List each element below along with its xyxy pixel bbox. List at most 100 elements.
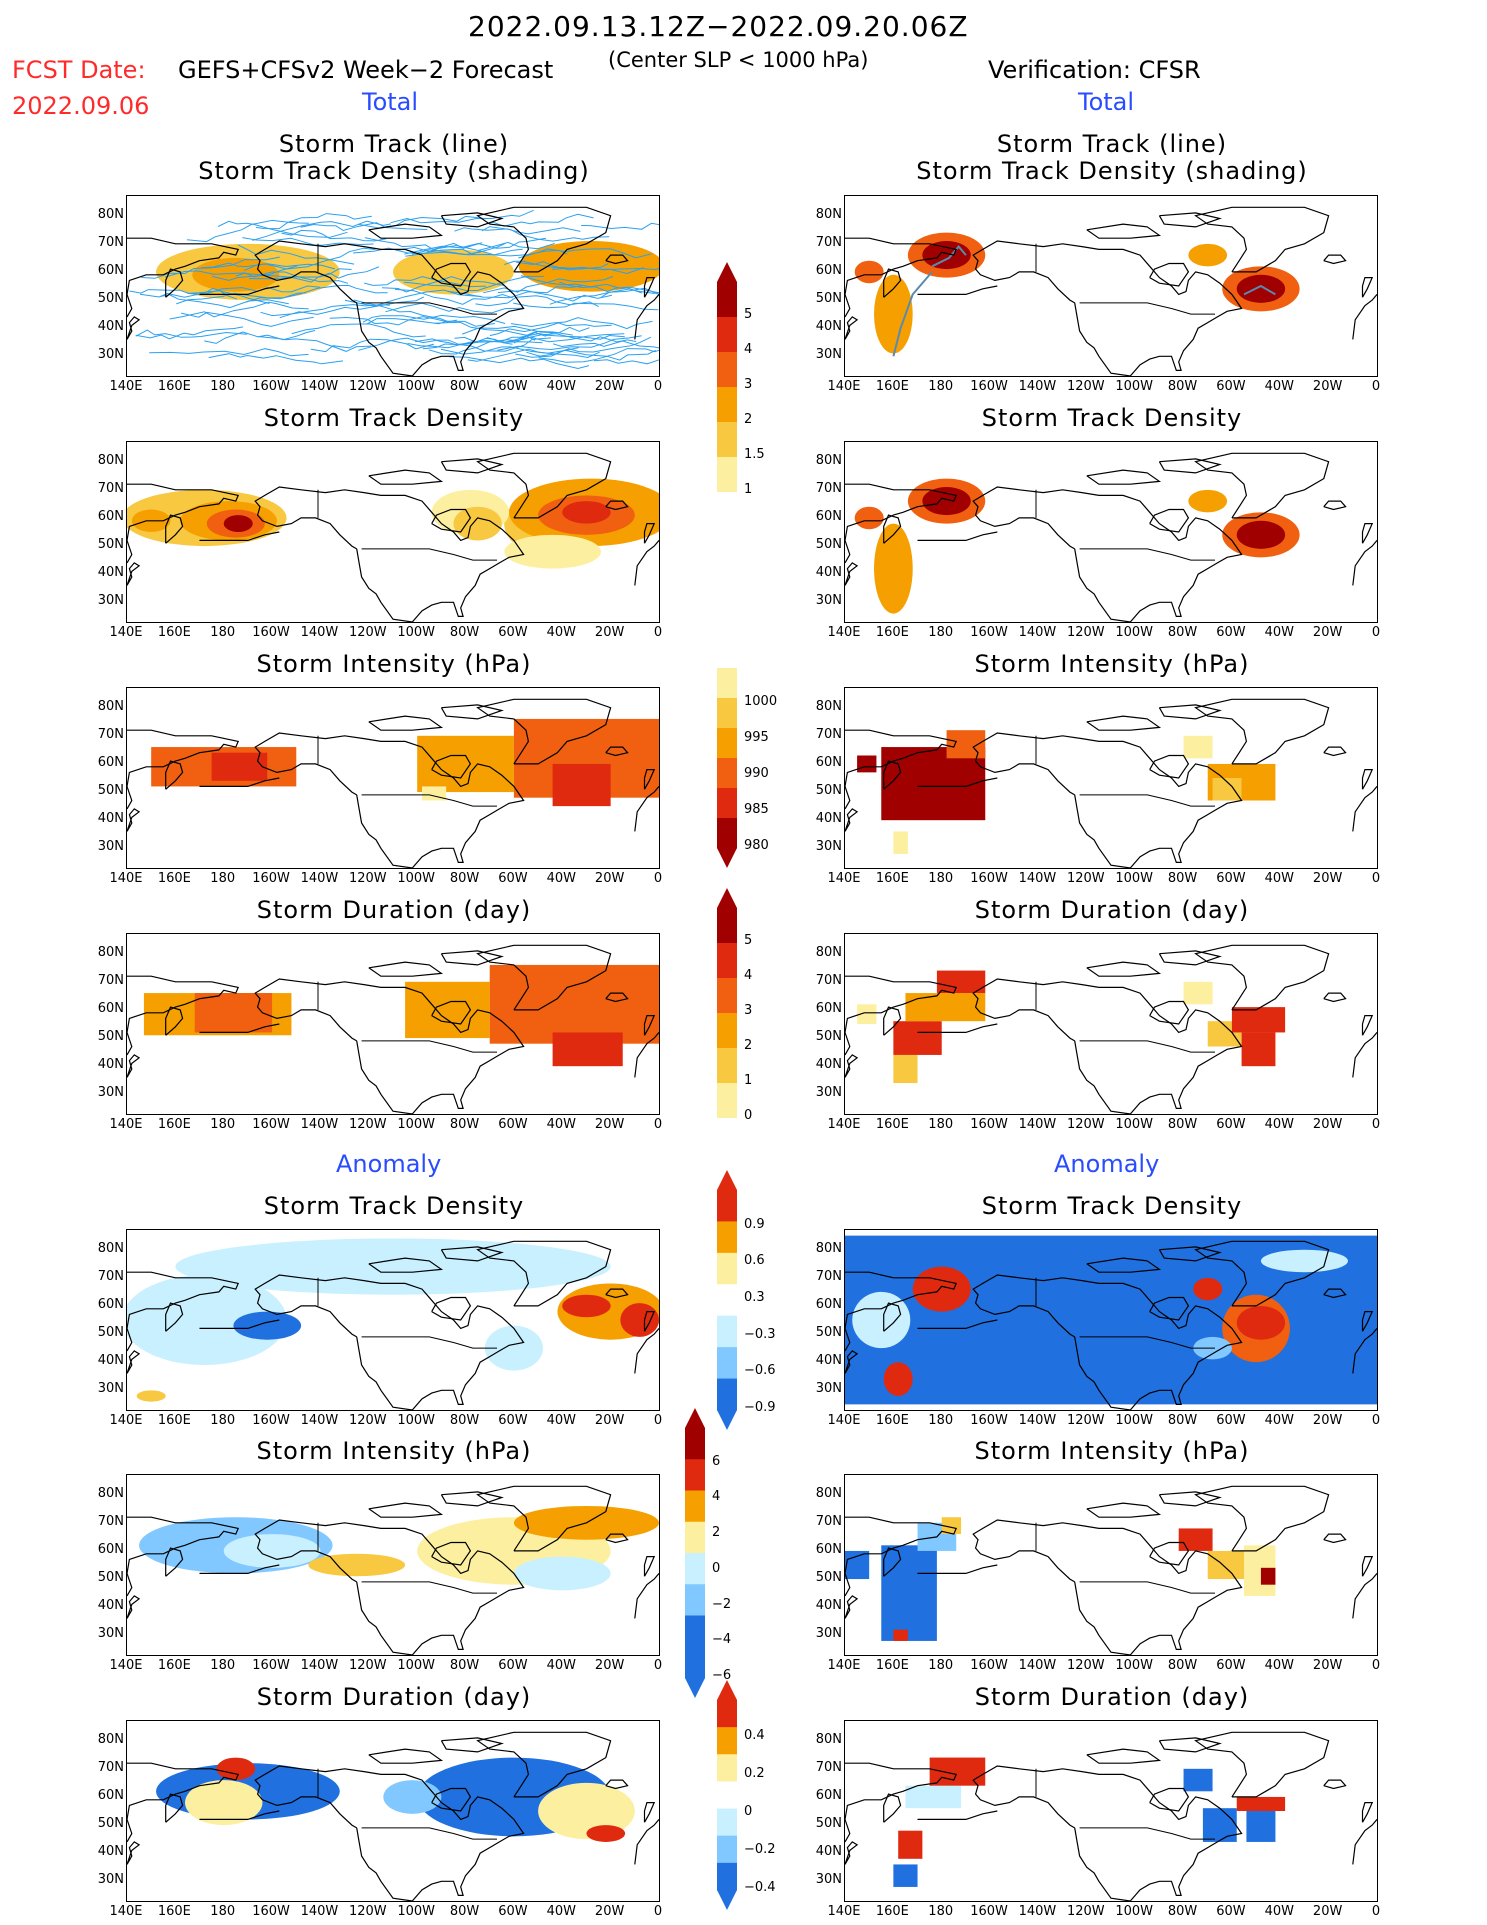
slp-note: (Center SLP < 1000 hPa)	[608, 48, 869, 72]
lon-label: 60W	[1216, 379, 1246, 394]
lat-label: 30N	[815, 593, 842, 609]
lon-label: 100W	[1115, 1117, 1153, 1132]
lon-label: 100W	[397, 1413, 435, 1428]
colorbar-arrow	[717, 1118, 737, 1138]
lat-label: 50N	[815, 537, 842, 553]
colorbar-segment	[685, 1521, 705, 1554]
lat-label: 60N	[815, 1541, 842, 1557]
shade-cell	[1246, 1811, 1276, 1842]
colorbar-segment	[717, 1252, 737, 1285]
lon-label: 140W	[300, 1117, 339, 1132]
lon-label: 40W	[1264, 1904, 1294, 1919]
coastline	[127, 483, 240, 564]
colorbar-label: −0.2	[744, 1842, 776, 1857]
coastline	[254, 1519, 525, 1655]
lon-label: 60W	[498, 379, 528, 394]
colorbar-segment	[717, 1347, 737, 1380]
coastline	[1352, 1328, 1377, 1374]
lon-label: 80W	[1167, 625, 1198, 640]
lat-label: 30N	[97, 1085, 124, 1101]
colorbar-label: 990	[744, 766, 769, 781]
border	[1079, 1827, 1215, 1840]
map-duration-forecast	[126, 933, 660, 1115]
shade-region	[233, 1311, 302, 1340]
storm-track	[242, 237, 374, 246]
lon-label: 80W	[1167, 1658, 1198, 1673]
coastline	[845, 1350, 859, 1374]
lon-label: 140E	[109, 1658, 143, 1673]
lon-label: 180	[210, 379, 236, 394]
map-intensity-forecast	[126, 687, 660, 869]
colorbar-segment	[717, 422, 737, 458]
coastline	[254, 240, 525, 376]
lat-label: 30N	[97, 593, 124, 609]
map-duration-verification	[844, 933, 1378, 1115]
lon-label: 120W	[348, 1904, 387, 1919]
colorbar-segment	[717, 943, 737, 979]
colorbar-segment	[717, 908, 737, 944]
lon-label: 40W	[546, 1904, 576, 1919]
lon-label: 40W	[546, 379, 576, 394]
border	[1079, 794, 1215, 807]
lat-label: 30N	[815, 347, 842, 363]
lon-label: 60W	[498, 625, 528, 640]
lat-label: 50N	[97, 291, 124, 307]
colorbar-arrow	[717, 1410, 737, 1430]
shade-cell	[417, 735, 514, 793]
coastline	[883, 268, 902, 298]
coastline	[1323, 254, 1347, 265]
coastline	[1323, 746, 1347, 757]
lat-label: 50N	[97, 783, 124, 799]
lon-label: 140W	[1018, 379, 1057, 394]
lon-label: 120W	[348, 871, 387, 886]
lon-label: 60W	[1216, 1117, 1246, 1132]
coastline	[1149, 262, 1190, 287]
coastline	[127, 729, 240, 810]
title-track-density-right: Storm Track Density	[981, 404, 1243, 432]
map-intensity-verification	[844, 687, 1378, 869]
colorbar-duration-anomaly	[717, 1680, 737, 1910]
border	[361, 794, 497, 807]
coastline	[845, 808, 859, 832]
coastline	[476, 698, 612, 765]
lat-label: 70N	[815, 972, 842, 988]
lon-label: 140W	[300, 1904, 339, 1919]
coastline	[1149, 754, 1190, 779]
lon-label: 20W	[1312, 625, 1343, 640]
lon-label: 160E	[875, 1658, 909, 1673]
lon-label: 120W	[1066, 1413, 1105, 1428]
coastline	[1158, 1491, 1222, 1507]
coastline	[165, 1302, 184, 1332]
storm-track	[281, 229, 387, 242]
lon-label: 80W	[449, 379, 480, 394]
colorbar-segment	[685, 1490, 705, 1523]
coastline	[917, 531, 998, 542]
lon-label: 40W	[1264, 871, 1294, 886]
coastline	[1194, 1240, 1330, 1307]
storm-track	[135, 326, 244, 340]
lon-label: 100W	[1115, 379, 1153, 394]
coastline	[1086, 223, 1162, 239]
shade-cell	[881, 1545, 937, 1641]
lon-label: 80W	[1167, 1904, 1198, 1919]
storm-track	[244, 247, 376, 271]
colorbar-arrow	[717, 262, 737, 282]
colorbar-arrow	[717, 1680, 737, 1700]
lon-label: 60W	[498, 1413, 528, 1428]
lat-label: 60N	[815, 1000, 842, 1016]
coastline	[431, 1000, 472, 1025]
shade-cell	[845, 1550, 870, 1580]
storm-track	[245, 284, 388, 303]
lon-label: 140E	[827, 379, 861, 394]
map-canvas	[127, 452, 659, 622]
coastline	[1086, 1748, 1162, 1764]
shade-cell	[893, 1054, 918, 1084]
storm-track	[366, 318, 496, 327]
shade-region	[504, 534, 601, 569]
map-anom-intensity-forecast	[126, 1474, 660, 1656]
coastline	[1361, 1801, 1374, 1823]
lon-label: 160W	[252, 1658, 290, 1673]
coastline	[972, 732, 1243, 868]
title-anom-intensity-left: Storm Intensity (hPa)	[256, 1437, 532, 1465]
coastline	[883, 1006, 902, 1036]
